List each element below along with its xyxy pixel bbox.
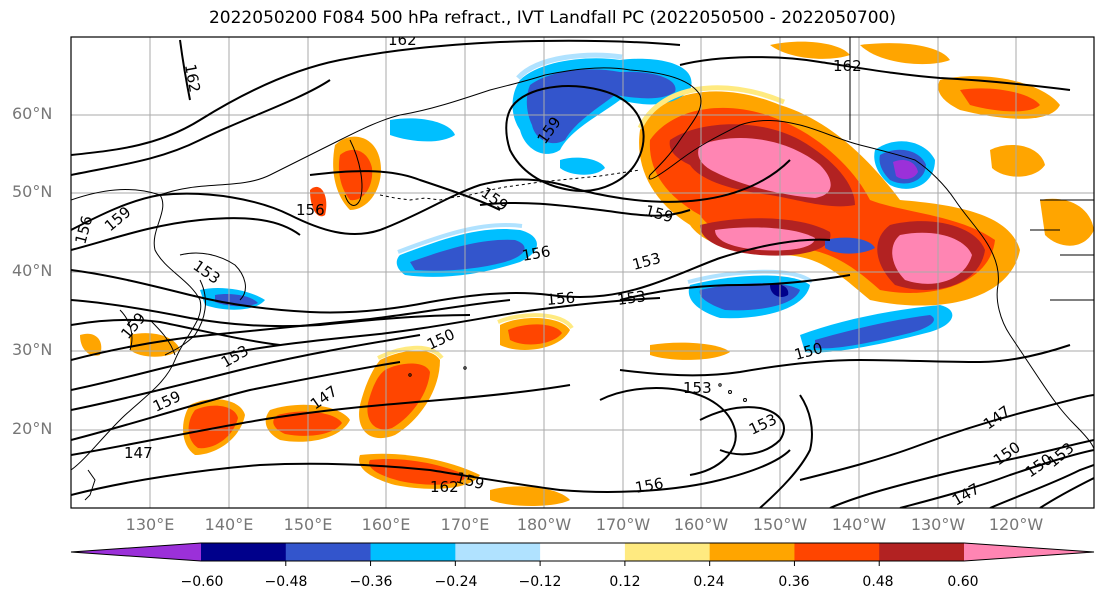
contour-label: 147 <box>124 444 153 462</box>
colorbar-tick-label: 0.12 <box>609 574 641 590</box>
colorbar-segment <box>794 543 880 561</box>
lat-label: 30°N <box>12 340 53 359</box>
contour-label: 162 <box>181 63 204 94</box>
contour-label: 150 <box>990 438 1024 469</box>
lon-label: 120°W <box>988 515 1044 534</box>
contour-label: 153 <box>190 257 224 288</box>
lat-label: 20°N <box>12 419 53 438</box>
colorbar-segment <box>201 543 287 561</box>
colorbar-tick-label: −0.48 <box>264 574 308 590</box>
contour-label: 153 <box>683 379 712 397</box>
colorbar-outline <box>70 542 1095 562</box>
contour-label: 153 <box>630 249 662 274</box>
contour-label: 156 <box>546 289 576 309</box>
lon-label: 170°W <box>595 515 651 534</box>
contour-label: 156 <box>634 474 665 497</box>
map-frame <box>70 36 1095 509</box>
colorbar-segment <box>879 543 965 561</box>
lon-label: 150°E <box>283 515 333 534</box>
colorbar-segment <box>709 543 795 561</box>
contour-label: 147 <box>949 480 983 510</box>
contour-label: 156 <box>296 201 325 219</box>
contour-label: 162 <box>388 31 417 49</box>
contour-label: 153 <box>218 342 252 372</box>
contour-label: 153 <box>616 287 647 309</box>
colorbar-tick-label: −0.24 <box>434 574 478 590</box>
colorbar-tick-label: −0.36 <box>349 574 393 590</box>
lon-label: 170°E <box>440 515 490 534</box>
colorbar-segment <box>455 543 541 561</box>
contour-label: 147 <box>980 402 1014 433</box>
colorbar-segment <box>540 543 626 561</box>
cold-anomaly-band <box>200 229 953 353</box>
lat-label: 50°N <box>12 182 53 201</box>
lat-label: 40°N <box>12 261 53 280</box>
colorbar-tick-label: −0.12 <box>518 574 562 590</box>
colorbar-tick-label: 0.24 <box>693 574 725 590</box>
colorbar-segment <box>370 543 456 561</box>
lon-label: 150°W <box>752 515 808 534</box>
colorbar <box>70 542 1095 566</box>
contour-label: 156 <box>71 214 96 246</box>
contour-label: 156 <box>521 242 552 265</box>
colorbar-tick-label: 0.36 <box>778 574 810 590</box>
map-title: 2022050200 F084 500 hPa refract., IVT La… <box>208 8 896 28</box>
contour-label: 162 <box>430 478 459 496</box>
contour-label: 150 <box>792 339 824 364</box>
lat-label: 60°N <box>12 104 53 123</box>
lon-label: 160°E <box>361 515 411 534</box>
colorbar-segment <box>624 543 711 561</box>
colorbar-tick-label: 0.48 <box>862 574 894 590</box>
warm-anomaly-subtropical <box>80 318 730 506</box>
colorbar-segment <box>285 543 372 561</box>
contour-label: 159 <box>101 203 135 235</box>
lon-label: 130°W <box>910 515 966 534</box>
lon-label: 160°W <box>673 515 729 534</box>
lon-label: 140°E <box>204 515 254 534</box>
height-contours <box>71 39 1094 508</box>
map-panel: 162 162 162 156 159 159 156 153 159 156 … <box>71 31 1094 510</box>
contour-label: 159 <box>478 184 512 215</box>
warm-anomaly-gulf-alaska <box>639 91 1020 306</box>
lon-label: 180°W <box>516 515 572 534</box>
colorbar-extend-high <box>964 543 1094 561</box>
lon-label: 130°E <box>125 515 175 534</box>
contour-label: 159 <box>454 468 486 493</box>
lon-label: 140°W <box>831 515 887 534</box>
colorbar-extend-low <box>71 543 201 561</box>
ivt-shading <box>80 41 1094 506</box>
colorbar-tick-label: 0.60 <box>947 574 979 590</box>
colorbar-tick-label: −0.60 <box>180 574 224 590</box>
contour-label: 162 <box>833 57 862 75</box>
contour-label: 150 <box>424 325 458 353</box>
cold-anomaly-bering <box>390 58 692 175</box>
